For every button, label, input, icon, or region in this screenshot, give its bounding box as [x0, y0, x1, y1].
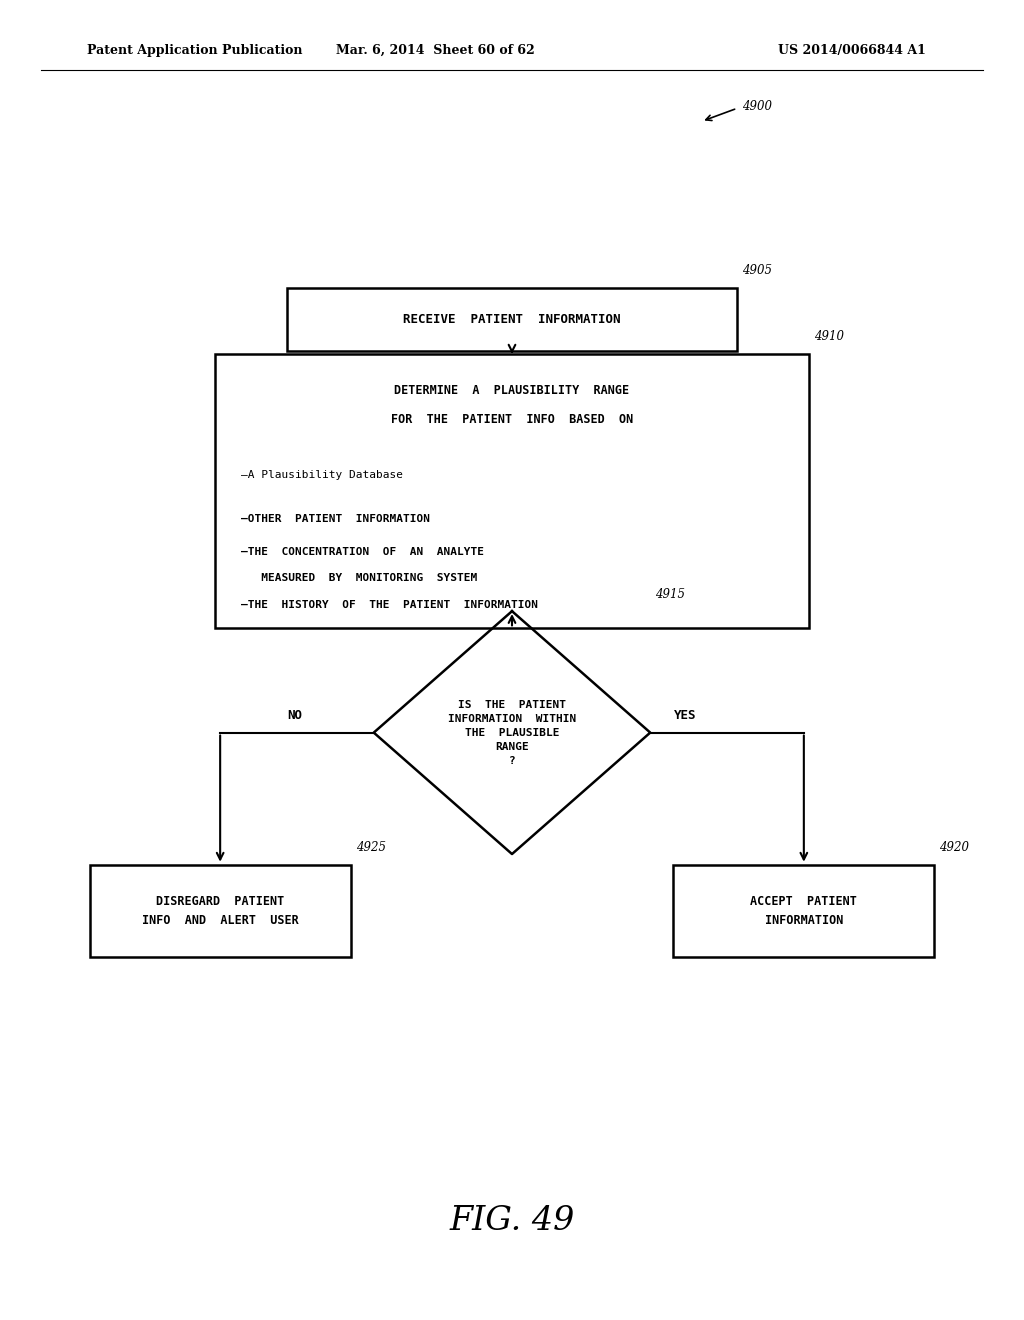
Text: ACCEPT  PATIENT
INFORMATION: ACCEPT PATIENT INFORMATION [751, 895, 857, 927]
Text: MEASURED  BY  MONITORING  SYSTEM: MEASURED BY MONITORING SYSTEM [241, 573, 477, 583]
Text: 4920: 4920 [940, 841, 970, 854]
Text: –THE  CONCENTRATION  OF  AN  ANALYTE: –THE CONCENTRATION OF AN ANALYTE [241, 546, 483, 557]
Text: 4900: 4900 [742, 100, 772, 114]
Text: FIG. 49: FIG. 49 [450, 1205, 574, 1237]
Text: 4925: 4925 [356, 841, 386, 854]
Text: FOR  THE  PATIENT  INFO  BASED  ON: FOR THE PATIENT INFO BASED ON [391, 413, 633, 426]
Bar [287, 288, 737, 351]
Text: 4905: 4905 [742, 264, 772, 277]
Text: RECEIVE  PATIENT  INFORMATION: RECEIVE PATIENT INFORMATION [403, 313, 621, 326]
Text: 4915: 4915 [655, 587, 685, 601]
Text: NO: NO [287, 709, 302, 722]
Text: DETERMINE  A  PLAUSIBILITY  RANGE: DETERMINE A PLAUSIBILITY RANGE [394, 384, 630, 397]
Text: –THE  HISTORY  OF  THE  PATIENT  INFORMATION: –THE HISTORY OF THE PATIENT INFORMATION [241, 599, 538, 610]
Text: –OTHER  PATIENT  INFORMATION: –OTHER PATIENT INFORMATION [241, 513, 430, 524]
Text: YES: YES [674, 709, 696, 722]
Text: IS  THE  PATIENT
INFORMATION  WITHIN
THE  PLAUSIBLE
RANGE
?: IS THE PATIENT INFORMATION WITHIN THE PL… [447, 700, 577, 766]
Text: Mar. 6, 2014  Sheet 60 of 62: Mar. 6, 2014 Sheet 60 of 62 [336, 44, 535, 57]
Bar [90, 865, 350, 957]
Text: –A Plausibility Database: –A Plausibility Database [241, 470, 402, 480]
Text: US 2014/0066844 A1: US 2014/0066844 A1 [778, 44, 926, 57]
Bar [674, 865, 934, 957]
Bar [215, 354, 809, 628]
Text: DISREGARD  PATIENT
INFO  AND  ALERT  USER: DISREGARD PATIENT INFO AND ALERT USER [141, 895, 299, 927]
Text: 4910: 4910 [814, 330, 844, 343]
Text: Patent Application Publication: Patent Application Publication [87, 44, 302, 57]
